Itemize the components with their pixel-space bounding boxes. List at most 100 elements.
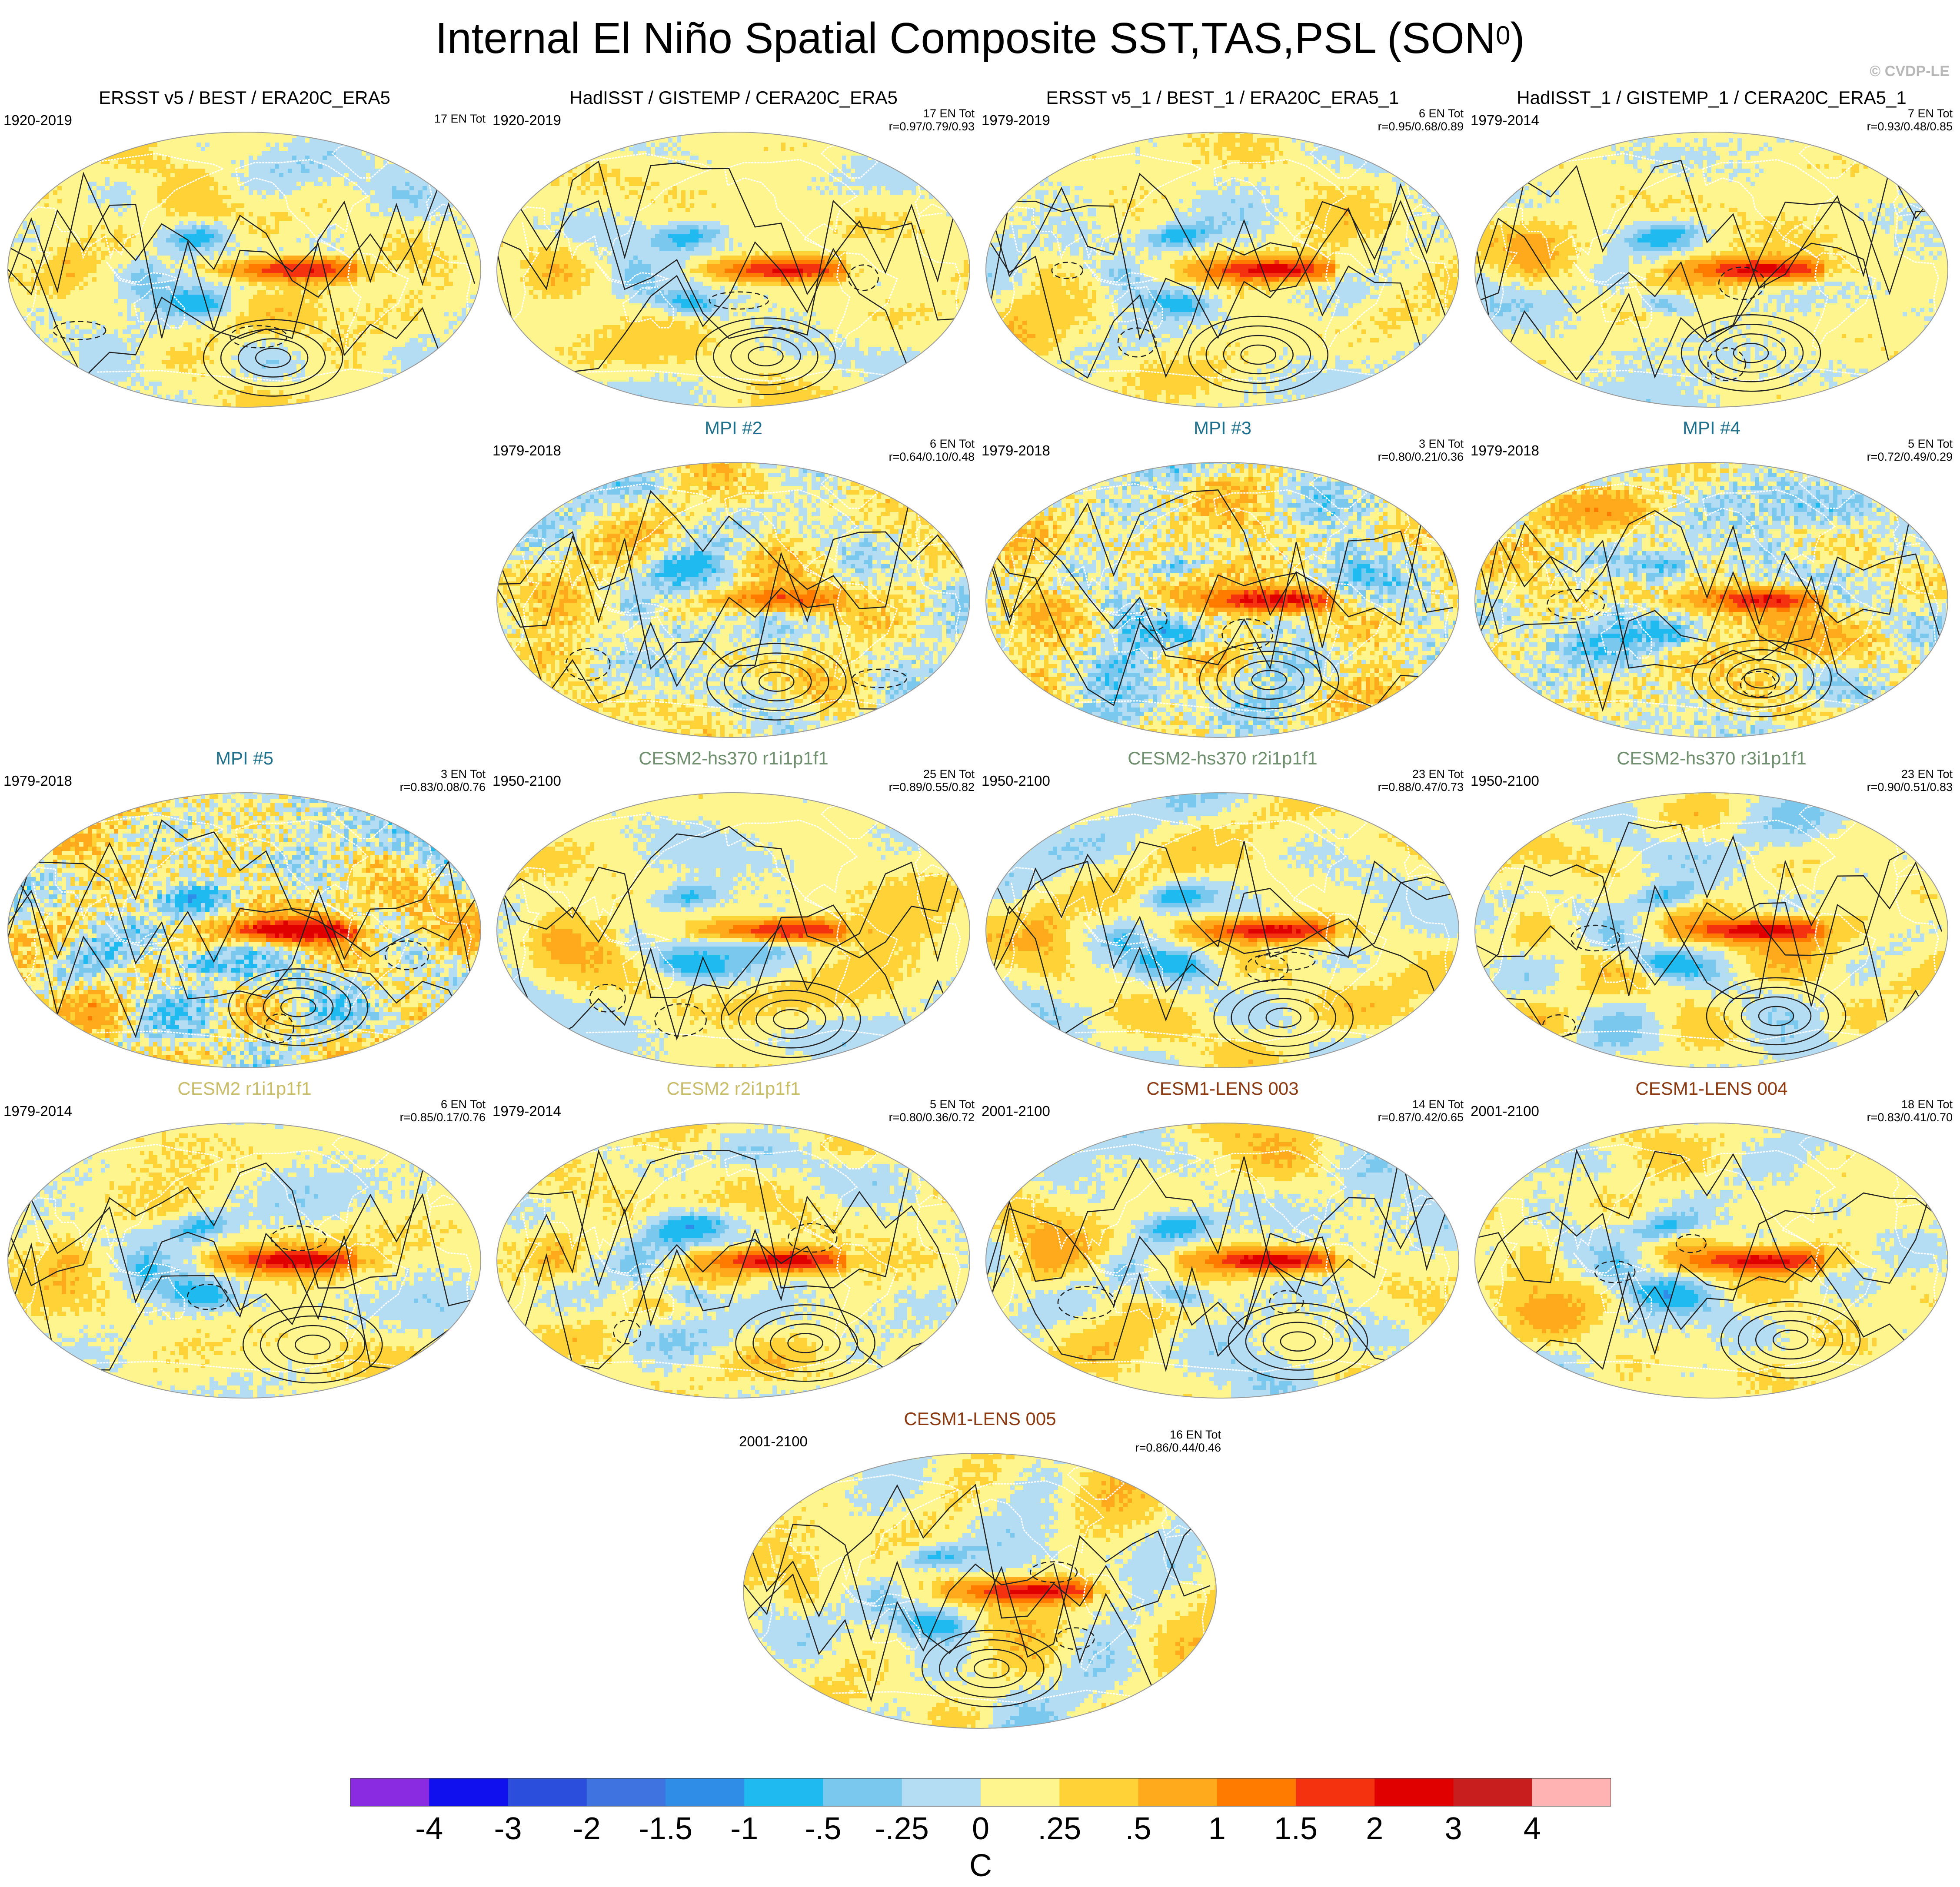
- colorbar-swatch: [350, 1778, 429, 1806]
- panel-event-count: 14 EN Tot: [1378, 1098, 1464, 1111]
- panel-years: 2001-2100: [982, 1103, 1050, 1120]
- colorbar-tick-label: -4: [415, 1811, 443, 1846]
- panel-title: MPI #5: [0, 747, 489, 769]
- map-panel: CESM2 r1i1p1f1 1979-2014 6 EN Tot r=0.85/0.…: [0, 1078, 489, 1404]
- panel-stats: 14 EN Tot r=0.87/0.42/0.65: [1378, 1098, 1464, 1124]
- composite-map: [5, 790, 483, 1070]
- map-panel: ERSST v5_1 / BEST_1 / ERA20C_ERA5_1 1979-…: [978, 87, 1467, 413]
- panel-event-count: 17 EN Tot: [434, 112, 486, 125]
- panel-years: 1979-2018: [492, 442, 561, 459]
- panel-title: CESM2-hs370 r1i1p1f1: [489, 747, 978, 769]
- panel-years: 2001-2100: [739, 1433, 808, 1450]
- panel-years: 1979-2014: [3, 1103, 72, 1120]
- panel-title: MPI #3: [978, 417, 1467, 439]
- panel-event-count: 23 EN Tot: [1867, 767, 1953, 781]
- map-panel: CESM2-hs370 r1i1p1f1 1950-2100 25 EN Tot r=…: [489, 747, 978, 1073]
- colorbar: -4 -3 -2 -1.5 -1 -.5 -.25 0.25.5 1 1.5 2 3 4C: [350, 1778, 1611, 1887]
- colorbar-tick-label: -1: [730, 1811, 758, 1846]
- panel-years: 1920-2019: [492, 112, 561, 129]
- panel-years: 1979-2014: [492, 1103, 561, 1120]
- panel-title: HadISST / GISTEMP / CERA20C_ERA5: [489, 87, 978, 109]
- panel-stats: 17 EN Tot: [434, 112, 486, 125]
- colorbar-tick-label: -.5: [805, 1811, 841, 1846]
- cvdp-credit: © CVDP-LE: [1870, 63, 1950, 80]
- panel-title: ERSST v5_1 / BEST_1 / ERA20C_ERA5_1: [978, 87, 1467, 109]
- map-panel: HadISST / GISTEMP / CERA20C_ERA5 1920-201…: [489, 87, 978, 413]
- panel-stats: 3 EN Tot r=0.83/0.08/0.76: [400, 767, 486, 794]
- composite-map: [494, 460, 972, 740]
- map-panel: MPI #5 1979-2018 3 EN Tot r=0.83/0.08/0.76: [0, 747, 489, 1073]
- panel-title: MPI #4: [1467, 417, 1956, 439]
- panel-stats: 5 EN Tot r=0.80/0.36/0.72: [889, 1098, 975, 1124]
- colorbar-swatch: [1374, 1778, 1454, 1806]
- panel-stats: 18 EN Tot r=0.83/0.41/0.70: [1867, 1098, 1953, 1124]
- panel-stats: 17 EN Tot r=0.97/0.79/0.93: [889, 107, 975, 133]
- map-panel: MPI #3 1979-2018 3 EN Tot r=0.80/0.21/0.36: [978, 417, 1467, 743]
- colorbar-swatch: [587, 1778, 666, 1806]
- panel-title: CESM2-hs370 r2i1p1f1: [978, 747, 1467, 769]
- composite-map: [983, 790, 1461, 1070]
- colorbar-swatch: [744, 1778, 823, 1806]
- panel-stats: 25 EN Tot r=0.89/0.55/0.82: [889, 767, 975, 794]
- map-panel: CESM1-LENS 005 2001-2100 16 EN Tot r=0.86/0…: [735, 1408, 1225, 1734]
- map-panel: CESM2 r2i1p1f1 1979-2014 5 EN Tot r=0.80/0.…: [489, 1078, 978, 1404]
- colorbar-tick-label: 2: [1366, 1811, 1383, 1846]
- map-panel: MPI #4 1979-2018 5 EN Tot r=0.72/0.49/0.29: [1467, 417, 1956, 743]
- panel-event-count: 23 EN Tot: [1378, 767, 1464, 781]
- panel-stats: 23 EN Tot r=0.88/0.47/0.73: [1378, 767, 1464, 794]
- title-close: ): [1510, 14, 1524, 63]
- figure-title: Internal El Niño Spatial Composite SST,T…: [0, 12, 1960, 64]
- composite-map: [5, 130, 483, 410]
- panel-stats: 6 EN Tot r=0.64/0.10/0.48: [889, 437, 975, 463]
- composite-map: [494, 790, 972, 1070]
- panel-stats: 7 EN Tot r=0.93/0.48/0.85: [1867, 107, 1953, 133]
- colorbar-unit-label: C: [969, 1848, 992, 1883]
- panel-years: 1979-2014: [1471, 112, 1539, 129]
- composite-map: [1472, 130, 1950, 410]
- map-panel: HadISST_1 / GISTEMP_1 / CERA20C_ERA5_1 19…: [1467, 87, 1956, 413]
- panel-stats: 6 EN Tot r=0.95/0.68/0.89: [1378, 107, 1464, 133]
- colorbar-swatch: [1059, 1778, 1138, 1806]
- panel-event-count: 16 EN Tot: [1135, 1428, 1221, 1441]
- colorbar-swatch: [1138, 1778, 1218, 1806]
- panel-event-count: 5 EN Tot: [1867, 437, 1953, 450]
- panel-years: 1979-2018: [1471, 442, 1539, 459]
- title-text: Internal El Niño Spatial Composite SST,T…: [435, 14, 1496, 63]
- panel-stats: 16 EN Tot r=0.86/0.44/0.46: [1135, 1428, 1221, 1454]
- panel-event-count: 6 EN Tot: [400, 1098, 486, 1111]
- colorbar-swatch: [1217, 1778, 1296, 1806]
- colorbar-tick-label: -2: [573, 1811, 601, 1846]
- panel-years: 1950-2100: [982, 773, 1050, 789]
- colorbar-tick-label: .5: [1125, 1811, 1151, 1846]
- colorbar-tick-label: -3: [494, 1811, 522, 1846]
- title-superscript: 0: [1496, 21, 1510, 50]
- map-panel: CESM1-LENS 003 2001-2100 14 EN Tot r=0.87/0…: [978, 1078, 1467, 1404]
- map-panel: CESM2-hs370 r3i1p1f1 1950-2100 23 EN Tot r=…: [1467, 747, 1956, 1073]
- panel-event-count: 6 EN Tot: [1378, 107, 1464, 120]
- panel-event-count: 3 EN Tot: [400, 767, 486, 781]
- panel-title: CESM1-LENS 003: [978, 1078, 1467, 1100]
- panel-title: CESM2 r2i1p1f1: [489, 1078, 978, 1100]
- panel-title: HadISST_1 / GISTEMP_1 / CERA20C_ERA5_1: [1467, 87, 1956, 109]
- panel-event-count: 18 EN Tot: [1867, 1098, 1953, 1111]
- panel-title: CESM1-LENS 005: [735, 1408, 1225, 1430]
- panel-stats: 5 EN Tot r=0.72/0.49/0.29: [1867, 437, 1953, 463]
- panel-event-count: 6 EN Tot: [889, 437, 975, 450]
- panel-event-count: 5 EN Tot: [889, 1098, 975, 1111]
- colorbar-swatch: [902, 1778, 981, 1806]
- panel-years: 1979-2018: [982, 442, 1050, 459]
- map-panel: MPI #2 1979-2018 6 EN Tot r=0.64/0.10/0.48: [489, 417, 978, 743]
- colorbar-swatch: [508, 1778, 587, 1806]
- panel-title: CESM2-hs370 r3i1p1f1: [1467, 747, 1956, 769]
- map-panel: CESM2-hs370 r2i1p1f1 1950-2100 23 EN Tot r=…: [978, 747, 1467, 1073]
- colorbar-tick-label: .25: [1038, 1811, 1081, 1846]
- colorbar-tick-label: 0: [972, 1811, 989, 1846]
- composite-map: [983, 460, 1461, 740]
- colorbar-swatch: [429, 1778, 508, 1806]
- panel-stats: 3 EN Tot r=0.80/0.21/0.36: [1378, 437, 1464, 463]
- composite-map: [5, 1120, 483, 1401]
- panel-years: 1950-2100: [1471, 773, 1539, 789]
- colorbar-tick-label: -1.5: [639, 1811, 692, 1846]
- colorbar-tick-label: 1.5: [1274, 1811, 1318, 1846]
- composite-map: [1472, 790, 1950, 1070]
